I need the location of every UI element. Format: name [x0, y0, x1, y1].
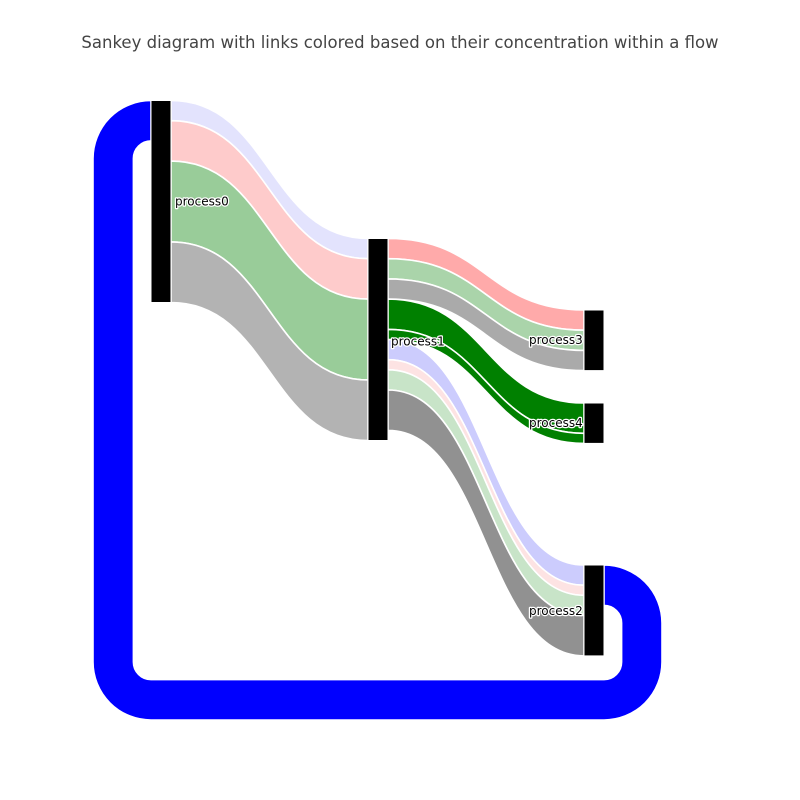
link-process2-to-process0-13[interactable] [92, 99, 663, 721]
node-process1[interactable] [367, 238, 389, 441]
chart-title: Sankey diagram with links colored based … [81, 33, 719, 52]
node-label-process0: process0 [175, 195, 229, 209]
nodes-layer [150, 100, 605, 657]
node-process4[interactable] [583, 402, 605, 444]
node-process3[interactable] [583, 309, 605, 372]
node-label-process1: process1 [391, 335, 445, 349]
node-process0[interactable] [150, 100, 172, 303]
node-process2[interactable] [583, 564, 605, 657]
node-label-process4: process4 [529, 416, 583, 430]
node-label-process2: process2 [529, 604, 583, 618]
labels-layer: process0 process1 process2 process3 process4 [174, 193, 584, 619]
node-label-process3: process3 [529, 333, 583, 347]
